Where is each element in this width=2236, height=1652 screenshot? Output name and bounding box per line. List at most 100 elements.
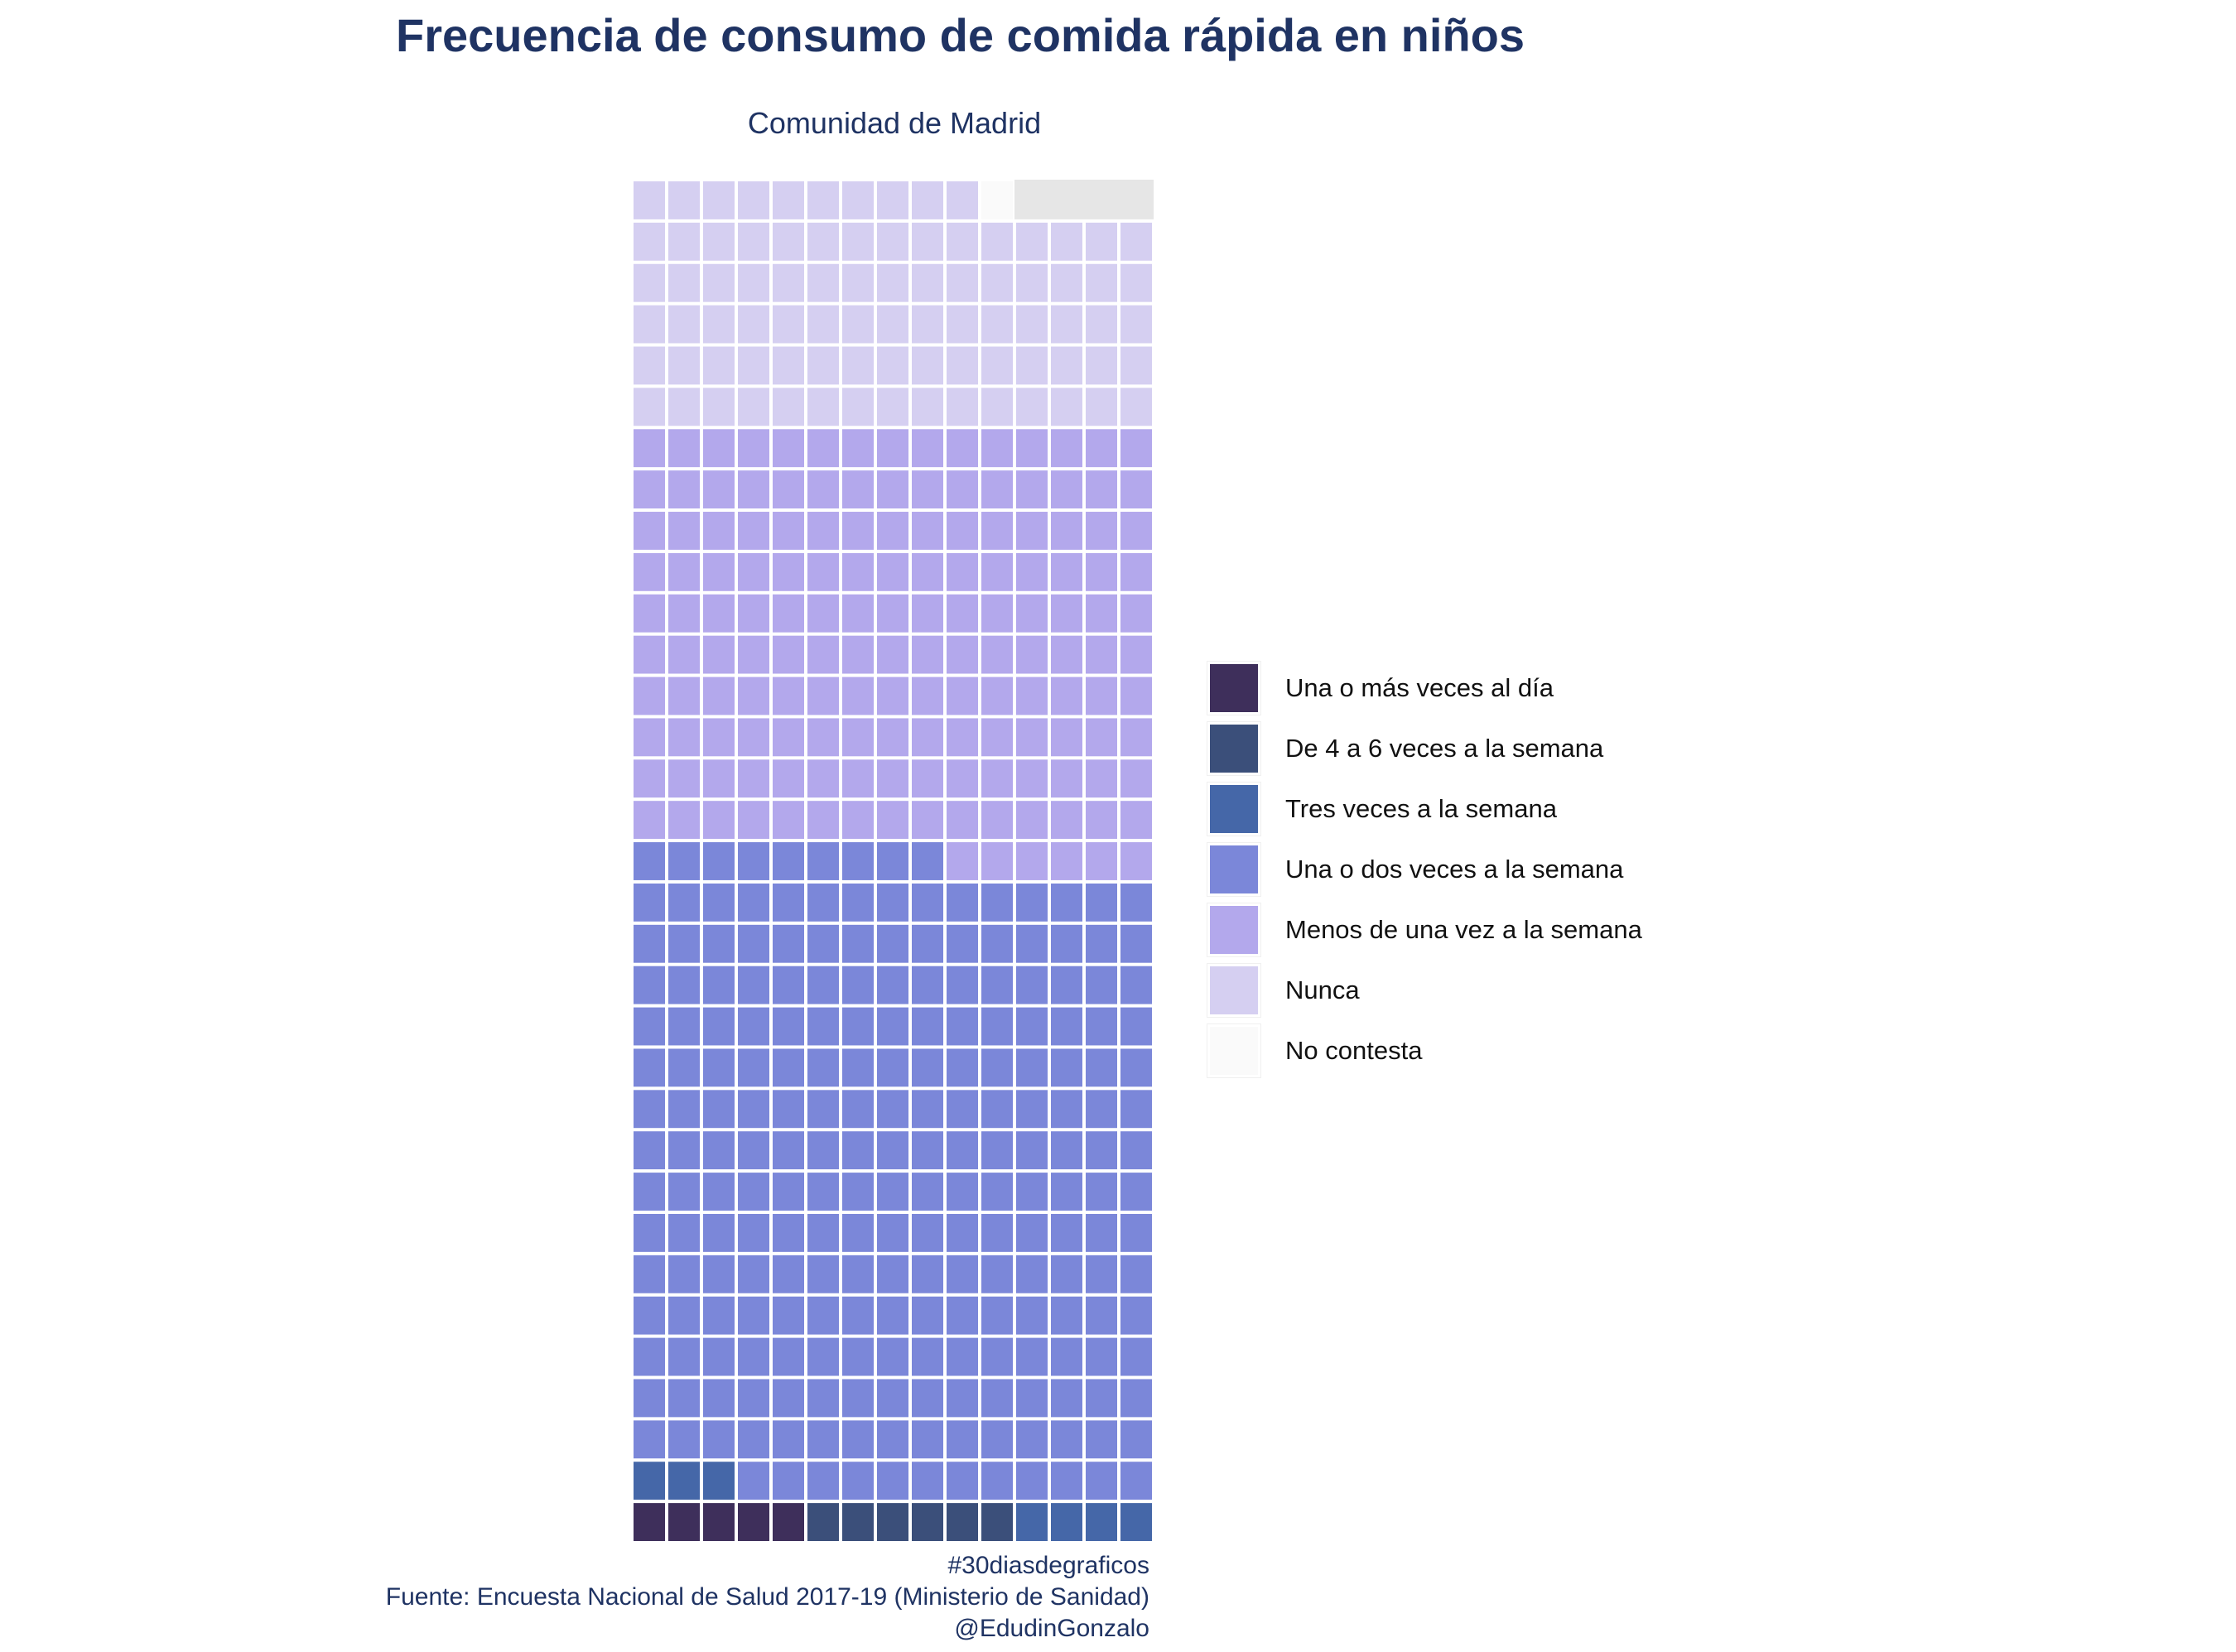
waffle-cell — [668, 924, 700, 963]
legend-item-menos-de-una-vez: Menos de una vez a la semana — [1207, 899, 1642, 960]
waffle-cell — [738, 1173, 769, 1211]
waffle-cell — [981, 181, 1013, 219]
waffle-cell — [703, 883, 735, 922]
caption-source: Fuente: Encuesta Nacional de Salud 2017-… — [385, 1583, 1149, 1611]
waffle-cell — [842, 842, 874, 880]
legend-item-no-contesta: No contesta — [1207, 1020, 1642, 1081]
waffle-cell — [773, 924, 804, 963]
waffle-cell — [912, 1173, 943, 1211]
waffle-cell — [947, 1213, 978, 1252]
waffle-cell — [947, 924, 978, 963]
waffle-cell — [1086, 1379, 1117, 1418]
legend-item-una-o-dos-veces: Una o dos veces a la semana — [1207, 839, 1642, 899]
waffle-cell — [773, 966, 804, 1004]
waffle-cell — [981, 1503, 1013, 1541]
waffle-cell — [738, 1296, 769, 1335]
waffle-cell — [807, 594, 839, 633]
waffle-cell — [738, 1213, 769, 1252]
waffle-cell — [1016, 594, 1048, 633]
waffle-cell — [877, 1296, 908, 1335]
waffle-cell — [738, 222, 769, 261]
waffle-cell — [634, 1420, 665, 1459]
waffle-cell — [668, 1337, 700, 1376]
waffle-cell — [807, 1503, 839, 1541]
waffle-cell — [634, 181, 665, 219]
waffle-cell — [842, 635, 874, 674]
waffle-cell — [877, 842, 908, 880]
waffle-cell — [1120, 966, 1152, 1004]
waffle-cell — [668, 1255, 700, 1293]
waffle-cell — [981, 222, 1013, 261]
waffle-cell — [773, 594, 804, 633]
waffle-cell — [807, 512, 839, 550]
waffle-cell — [773, 842, 804, 880]
waffle-cell — [1016, 883, 1048, 922]
waffle-cell — [912, 470, 943, 509]
waffle-cell — [1016, 263, 1048, 302]
waffle-cell — [807, 1462, 839, 1500]
waffle-cell — [773, 305, 804, 344]
waffle-cell — [912, 388, 943, 426]
waffle-cell — [1120, 883, 1152, 922]
waffle-cell — [981, 429, 1013, 468]
waffle-cell — [738, 842, 769, 880]
waffle-cell — [807, 842, 839, 880]
waffle-cell — [703, 1007, 735, 1046]
waffle-cell — [981, 677, 1013, 715]
waffle-cell — [773, 883, 804, 922]
waffle-cell — [703, 718, 735, 757]
waffle-cell — [947, 801, 978, 840]
waffle-cell — [842, 1296, 874, 1335]
waffle-cell — [773, 1213, 804, 1252]
waffle-cell — [947, 1173, 978, 1211]
waffle-cell — [807, 883, 839, 922]
waffle-cell — [668, 594, 700, 633]
legend-swatch — [1207, 841, 1261, 897]
waffle-cell — [668, 801, 700, 840]
waffle-cell — [634, 1255, 665, 1293]
waffle-cell — [1120, 512, 1152, 550]
waffle-cell — [1086, 1462, 1117, 1500]
waffle-cell — [773, 1090, 804, 1129]
waffle-cell — [807, 759, 839, 798]
waffle-cell — [807, 924, 839, 963]
waffle-cell — [1086, 1213, 1117, 1252]
waffle-cell — [947, 1503, 978, 1541]
waffle-cell — [947, 263, 978, 302]
waffle-cell — [1086, 263, 1117, 302]
waffle-cell — [877, 1048, 908, 1087]
waffle-cell — [1051, 305, 1082, 344]
waffle-cell — [1016, 718, 1048, 757]
waffle-cell — [703, 1048, 735, 1087]
waffle-cell — [703, 305, 735, 344]
waffle-cell — [703, 966, 735, 1004]
waffle-cell — [842, 512, 874, 550]
waffle-cell — [947, 1420, 978, 1459]
waffle-cell — [634, 305, 665, 344]
waffle-cell — [634, 801, 665, 840]
waffle-cell — [912, 429, 943, 468]
waffle-cell — [842, 594, 874, 633]
legend-item-tres-veces: Tres veces a la semana — [1207, 778, 1642, 839]
waffle-cell — [1120, 429, 1152, 468]
waffle-cell — [1051, 677, 1082, 715]
waffle-cell — [807, 1173, 839, 1211]
waffle-cell — [703, 512, 735, 550]
waffle-cell — [1016, 1462, 1048, 1500]
waffle-cell — [842, 1173, 874, 1211]
waffle-cell — [1086, 801, 1117, 840]
waffle-cell — [738, 883, 769, 922]
waffle-cell — [634, 1379, 665, 1418]
legend-label: Menos de una vez a la semana — [1285, 914, 1642, 944]
waffle-cell — [807, 1379, 839, 1418]
waffle-cell — [773, 388, 804, 426]
waffle-cell — [773, 801, 804, 840]
waffle-cell — [703, 594, 735, 633]
waffle-cell — [703, 1420, 735, 1459]
waffle-cell — [1051, 1213, 1082, 1252]
waffle-cell — [981, 1007, 1013, 1046]
waffle-cell — [738, 181, 769, 219]
waffle-cell — [981, 759, 1013, 798]
waffle-cell — [634, 552, 665, 591]
waffle-cell — [877, 1131, 908, 1170]
